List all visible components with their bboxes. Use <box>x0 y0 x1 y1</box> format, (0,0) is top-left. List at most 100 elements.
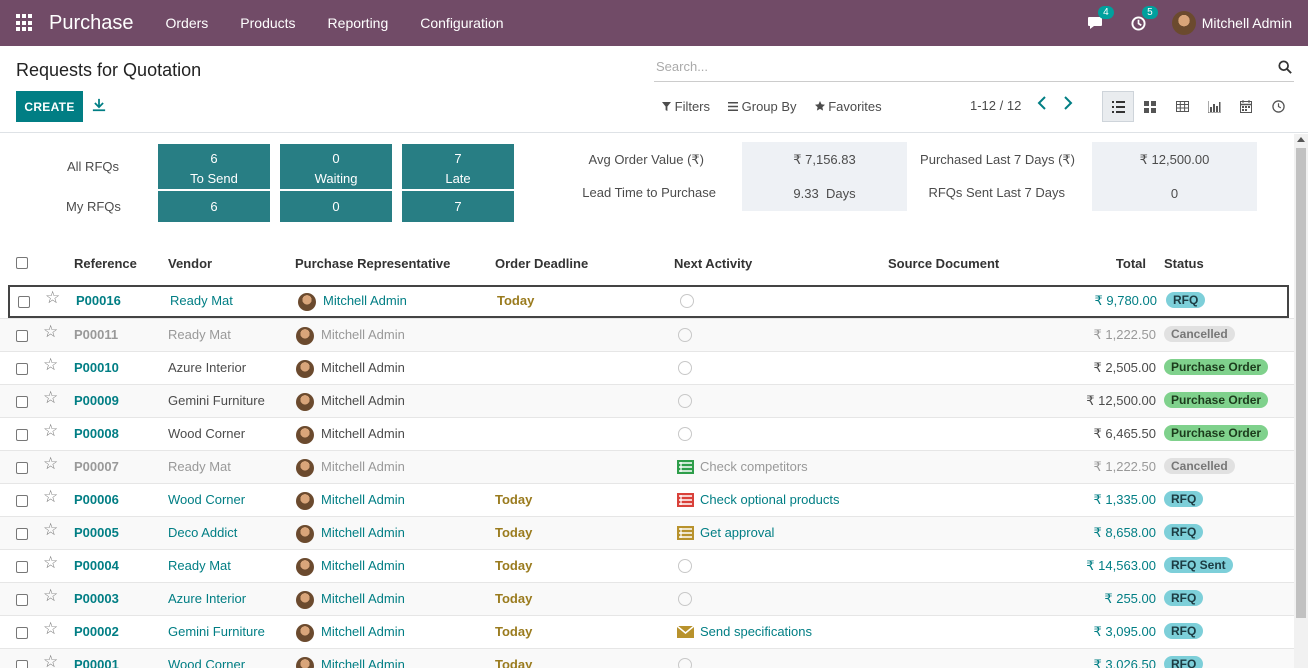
my-tile-late[interactable]: 7 <box>402 191 514 222</box>
col-next-activity[interactable]: Next Activity <box>674 256 753 271</box>
user-name[interactable]: Mitchell Admin <box>1201 15 1292 31</box>
row-checkbox[interactable] <box>16 495 28 507</box>
row-reference[interactable]: P00010 <box>74 360 119 375</box>
row-checkbox[interactable] <box>16 462 28 474</box>
row-checkbox[interactable] <box>16 627 28 639</box>
row-next-activity[interactable]: Check optional products <box>700 492 840 507</box>
row-reference[interactable]: P00002 <box>74 624 119 639</box>
search-input[interactable]: Search... <box>654 58 1294 82</box>
pivot-view-button[interactable] <box>1166 91 1198 122</box>
download-icon[interactable] <box>92 98 106 112</box>
row-checkbox[interactable] <box>16 429 28 441</box>
menu-orders[interactable]: Orders <box>165 15 209 31</box>
row-reference[interactable]: P00007 <box>74 459 119 474</box>
app-name[interactable]: Purchase <box>49 11 134 34</box>
clock-icon[interactable] <box>678 328 692 342</box>
messages-button[interactable]: 4 <box>1084 6 1114 34</box>
table-row[interactable]: ☆ P00006 Wood Corner Mitchell Admin Today Che… <box>0 483 1294 516</box>
star-icon[interactable]: ☆ <box>43 421 59 440</box>
star-icon[interactable]: ☆ <box>43 355 59 374</box>
row-checkbox[interactable] <box>16 561 28 573</box>
row-reference[interactable]: P00011 <box>74 327 119 342</box>
table-row[interactable]: ☆ P00010 Azure Interior Mitchell Admin ₹ 2,5… <box>0 351 1294 384</box>
menu-configuration[interactable]: Configuration <box>420 15 504 31</box>
tile-late[interactable]: 7 Late <box>402 144 514 189</box>
clock-icon[interactable] <box>678 592 692 606</box>
tile-to-send[interactable]: 6 To Send <box>158 144 270 189</box>
star-icon[interactable]: ☆ <box>43 520 59 539</box>
envelope-icon[interactable] <box>676 625 695 639</box>
star-icon[interactable]: ☆ <box>43 586 59 605</box>
filters-dropdown[interactable]: Filters <box>662 99 710 114</box>
star-icon[interactable]: ☆ <box>43 652 59 668</box>
my-tile-to-send[interactable]: 6 <box>158 191 270 222</box>
scroll-up-arrow-icon[interactable] <box>1297 137 1305 142</box>
create-button[interactable]: CREATE <box>16 91 83 122</box>
star-icon[interactable]: ☆ <box>43 454 59 473</box>
todo-list-icon[interactable] <box>677 460 694 474</box>
table-row[interactable]: ☆ P00004 Ready Mat Mitchell Admin Today ₹ 14,… <box>0 549 1294 582</box>
scroll-thumb[interactable] <box>1296 148 1306 618</box>
clock-icon[interactable] <box>678 658 692 668</box>
row-next-activity[interactable]: Check competitors <box>700 459 808 474</box>
col-reference[interactable]: Reference <box>74 256 137 271</box>
row-reference[interactable]: P00016 <box>76 293 121 308</box>
todo-list-icon[interactable] <box>677 493 694 507</box>
table-row[interactable]: ☆ P00003 Azure Interior Mitchell Admin Today… <box>0 582 1294 615</box>
table-row[interactable]: ☆ P00005 Deco Addict Mitchell Admin Today Get… <box>0 516 1294 549</box>
row-reference[interactable]: P00006 <box>74 492 119 507</box>
col-vendor[interactable]: Vendor <box>168 256 213 271</box>
star-icon[interactable]: ☆ <box>43 388 59 407</box>
clock-icon[interactable] <box>680 294 694 308</box>
star-icon[interactable]: ☆ <box>43 553 59 572</box>
table-row[interactable]: ☆ P00016 Ready Mat Mitchell Admin Today ₹ 9,7… <box>8 285 1289 318</box>
table-row[interactable]: ☆ P00011 Ready Mat Mitchell Admin ₹ 1,222.50… <box>0 318 1294 351</box>
clock-icon[interactable] <box>678 427 692 441</box>
row-checkbox[interactable] <box>16 594 28 606</box>
row-reference[interactable]: P00004 <box>74 558 119 573</box>
row-checkbox[interactable] <box>16 660 28 668</box>
my-tile-waiting[interactable]: 0 <box>280 191 392 222</box>
chevron-left-icon[interactable] <box>1036 96 1048 110</box>
vertical-scrollbar[interactable] <box>1294 134 1308 668</box>
table-row[interactable]: ☆ P00001 Wood Corner Mitchell Admin Today ₹ 3… <box>0 648 1294 668</box>
calendar-view-button[interactable] <box>1230 91 1262 122</box>
col-status[interactable]: Status <box>1164 256 1204 271</box>
row-reference[interactable]: P00001 <box>74 657 119 668</box>
row-checkbox[interactable] <box>16 330 28 342</box>
star-icon[interactable]: ☆ <box>43 487 59 506</box>
table-row[interactable]: ☆ P00008 Wood Corner Mitchell Admin ₹ 6,465.… <box>0 417 1294 450</box>
star-icon[interactable]: ☆ <box>45 288 61 307</box>
row-reference[interactable]: P00008 <box>74 426 119 441</box>
tile-waiting[interactable]: 0 Waiting <box>280 144 392 189</box>
star-icon[interactable]: ☆ <box>43 619 59 638</box>
row-next-activity[interactable]: Send specifications <box>700 624 813 639</box>
menu-products[interactable]: Products <box>240 15 296 31</box>
kanban-view-button[interactable] <box>1134 91 1166 122</box>
pager-value[interactable]: 1-12 / 12 <box>970 98 1022 113</box>
row-next-activity[interactable]: Get approval <box>700 525 775 540</box>
row-reference[interactable]: P00009 <box>74 393 119 408</box>
menu-reporting[interactable]: Reporting <box>327 15 389 31</box>
col-purchase-representative[interactable]: Purchase Representative <box>295 256 451 271</box>
row-checkbox[interactable] <box>18 296 30 308</box>
row-checkbox[interactable] <box>16 363 28 375</box>
row-checkbox[interactable] <box>16 396 28 408</box>
clock-icon[interactable] <box>678 361 692 375</box>
col-order-deadline[interactable]: Order Deadline <box>495 256 589 271</box>
list-view-button[interactable] <box>1102 91 1134 122</box>
table-row[interactable]: ☆ P00007 Ready Mat Mitchell Admin Check comp… <box>0 450 1294 483</box>
chevron-right-icon[interactable] <box>1062 96 1074 110</box>
group-by-dropdown[interactable]: Group By <box>728 99 797 114</box>
table-row[interactable]: ☆ P00002 Gemini Furniture Mitchell Admin Tod… <box>0 615 1294 648</box>
graph-view-button[interactable] <box>1198 91 1230 122</box>
apps-menu-icon[interactable] <box>16 14 34 32</box>
col-total[interactable]: Total <box>1115 256 1146 271</box>
todo-list-icon[interactable] <box>677 526 694 540</box>
clock-icon[interactable] <box>678 394 692 408</box>
user-avatar[interactable] <box>1171 11 1196 35</box>
row-checkbox[interactable] <box>16 528 28 540</box>
row-reference[interactable]: P00003 <box>74 591 119 606</box>
col-source-document[interactable]: Source Document <box>888 256 1000 271</box>
clock-icon[interactable] <box>678 559 692 573</box>
